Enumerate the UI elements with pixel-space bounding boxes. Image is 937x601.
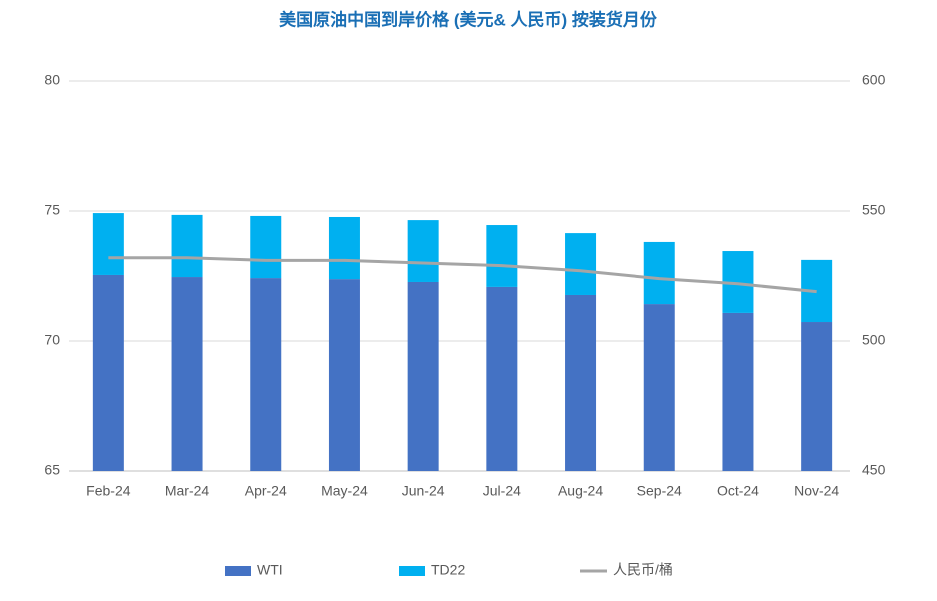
bar-segment <box>250 278 282 471</box>
bar-segment <box>643 304 675 471</box>
bar-segment <box>171 277 203 471</box>
legend-label: 人民币/桶 <box>613 562 673 578</box>
chart-title: 美国原油中国到岸价格 (美元& 人民币) 按装货月份 <box>279 9 658 29</box>
x-tick-label: Apr-24 <box>245 483 287 499</box>
y2-tick-label: 600 <box>862 72 886 88</box>
x-tick-label: Nov-24 <box>794 483 839 499</box>
bar-segment <box>801 322 833 471</box>
bar-segment <box>92 274 124 471</box>
bar-segment <box>565 233 597 295</box>
bar-segment <box>328 216 360 280</box>
bar-segment <box>486 225 518 287</box>
x-tick-label: May-24 <box>321 483 368 499</box>
bar-segment <box>92 213 124 275</box>
y-tick-label: 80 <box>44 72 60 88</box>
legend-label: WTI <box>257 562 283 578</box>
bar-segment <box>722 312 754 471</box>
x-tick-label: Oct-24 <box>717 483 759 499</box>
legend-label: TD22 <box>431 562 465 578</box>
y-tick-label: 65 <box>44 462 60 478</box>
y2-tick-label: 450 <box>862 462 886 478</box>
x-tick-label: Jun-24 <box>402 483 445 499</box>
bar-segment <box>328 279 360 471</box>
bar-segment <box>486 286 518 471</box>
bar-segment <box>407 281 439 471</box>
x-tick-label: Mar-24 <box>165 483 210 499</box>
bar-segment <box>565 294 597 471</box>
x-tick-label: Jul-24 <box>483 483 521 499</box>
x-tick-label: Sep-24 <box>637 483 682 499</box>
x-tick-label: Aug-24 <box>558 483 603 499</box>
bar-segment <box>643 241 675 305</box>
line-series <box>108 256 817 294</box>
y2-tick-label: 500 <box>862 332 886 348</box>
bar-segment <box>250 215 282 279</box>
y-tick-label: 70 <box>44 332 60 348</box>
bar-segment <box>407 220 439 282</box>
legend-swatch <box>399 566 425 576</box>
legend-swatch <box>225 566 251 576</box>
x-tick-label: Feb-24 <box>86 483 131 499</box>
bar-segment <box>171 214 203 278</box>
y2-tick-label: 550 <box>862 202 886 218</box>
y-tick-label: 75 <box>44 202 60 218</box>
